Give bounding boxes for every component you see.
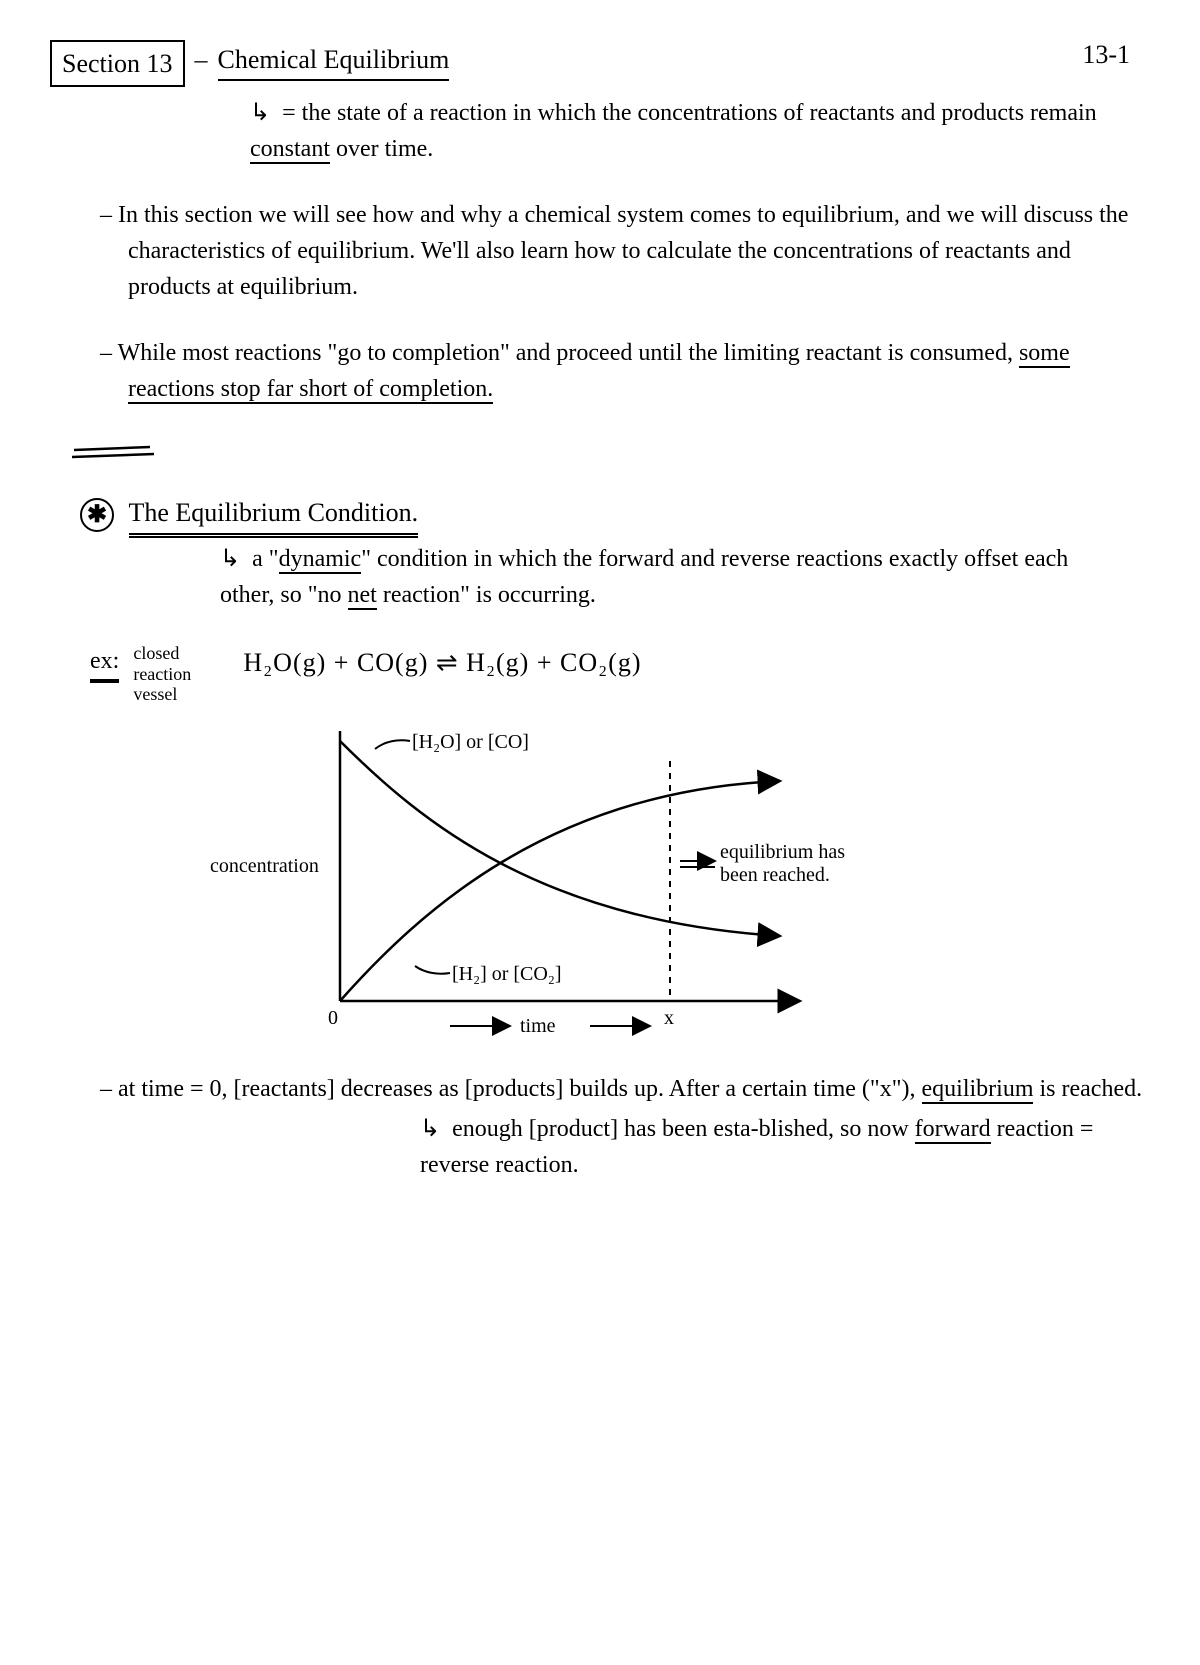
eq-plus2: + — [529, 648, 560, 677]
footer-u: equilibrium — [922, 1076, 1034, 1104]
eq-arrow: ⇌ — [428, 648, 466, 677]
dash-separator: – — [195, 40, 208, 79]
footer-sub-a: enough [product] has been esta-blished, … — [452, 1116, 915, 1142]
definition-block: ↳ = the state of a reaction in which the… — [50, 95, 1150, 167]
example-label: ex: — [90, 643, 119, 681]
eq-lhs1: H₂O(g) — [243, 648, 326, 677]
eq-plus1: + — [326, 648, 357, 677]
hook-arrow-icon: ↳ — [250, 95, 270, 131]
asterisk-icon: ✱ — [80, 498, 114, 532]
section-box: Section 13 — [50, 40, 185, 87]
sub-def-a: a " — [252, 546, 278, 572]
product-curve-label: [H₂] or [CO₂] — [452, 959, 561, 989]
hook-arrow-icon: ↳ — [420, 1111, 440, 1147]
example-row: ex: closed reaction vessel H₂O(g) + CO(g… — [90, 643, 1150, 705]
origin-label: 0 — [328, 1003, 338, 1033]
eq-rhs1: H₂(g) — [466, 648, 529, 677]
equilibrium-graph: concentration time 0 x [H₂O] or [CO] [H₂… — [220, 711, 980, 1051]
sub-def-u1: dynamic — [279, 546, 362, 574]
footer-a: at time = 0, [reactants] decreases as [p… — [118, 1076, 922, 1102]
eq-note-a: equilibrium has — [720, 841, 845, 863]
paragraph-2a: While most reactions "go to completion" … — [118, 340, 1019, 366]
footer-b: is reached. — [1033, 1076, 1142, 1102]
divider-icon — [70, 437, 1150, 473]
definition-underlined: constant — [250, 136, 330, 164]
subheading-text: The Equilibrium Condition. — [129, 493, 419, 535]
y-axis-label: concentration — [210, 851, 319, 881]
vessel-label: closed reaction vessel — [133, 643, 223, 705]
eq-rhs2: CO₂(g) — [560, 648, 642, 677]
footer-sub-u: forward — [915, 1116, 991, 1144]
eq-note-b: been reached. — [720, 864, 830, 886]
hook-arrow-icon: ↳ — [220, 541, 240, 577]
paragraph-1-text: In this section we will see how and why … — [118, 202, 1128, 300]
sub-def-u2: net — [348, 582, 377, 610]
footer-paragraph: – at time = 0, [reactants] decreases as … — [100, 1071, 1150, 1107]
eq-lhs2: CO(g) — [357, 648, 428, 677]
main-title: Chemical Equilibrium — [218, 40, 450, 81]
section-header: Section 13 – Chemical Equilibrium — [50, 40, 1150, 87]
subheading-row: ✱ The Equilibrium Condition. — [80, 493, 1150, 535]
page-number: 13-1 — [1082, 35, 1130, 74]
footer-sub-block: ↳ enough [product] has been esta-blished… — [50, 1111, 1150, 1183]
paragraph-2: – While most reactions "go to completion… — [100, 335, 1150, 407]
reaction-equation: H₂O(g) + CO(g) ⇌ H₂(g) + CO₂(g) — [243, 643, 641, 682]
sub-definition-block: ↳ a "dynamic" condition in which the for… — [50, 541, 1150, 613]
reactant-curve-label: [H₂O] or [CO] — [412, 727, 529, 757]
equilibrium-note: equilibrium has been reached. — [720, 841, 845, 887]
sub-def-c: reaction" is occurring. — [377, 582, 596, 608]
definition-text-b: over time. — [330, 136, 433, 162]
x-mark-label: x — [664, 1003, 674, 1033]
x-axis-label: time — [520, 1011, 556, 1041]
definition-text-a: = the state of a reaction in which the c… — [282, 100, 1097, 126]
graph-svg — [220, 711, 980, 1051]
paragraph-1: – In this section we will see how and wh… — [100, 197, 1150, 305]
